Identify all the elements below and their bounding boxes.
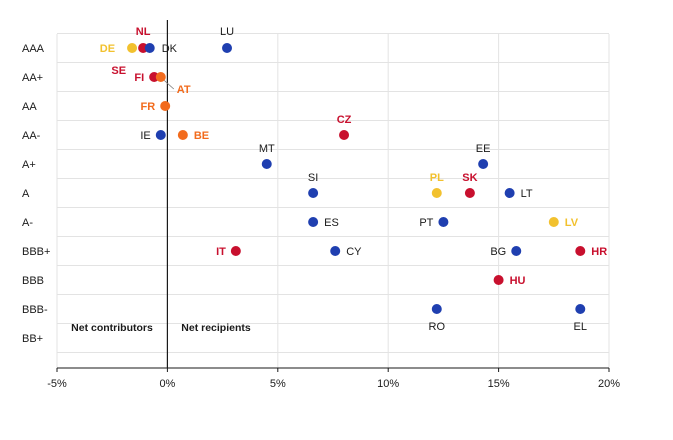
y-category-label: BB+ bbox=[22, 333, 43, 345]
point-ie bbox=[155, 130, 166, 140]
point-hr bbox=[575, 246, 586, 256]
y-category-label: A- bbox=[22, 217, 33, 229]
point-label-fi: FI bbox=[134, 72, 144, 84]
point-label-es: ES bbox=[324, 217, 339, 229]
point-lv bbox=[548, 217, 559, 227]
point-labels: NL DE DK LU SE FI AT FR IE BE CZ MT EE SI PL SK LT ES PT LV… bbox=[100, 26, 607, 333]
point-label-se: SE bbox=[111, 65, 126, 77]
point-cz bbox=[339, 130, 350, 140]
y-category-label: AA bbox=[22, 101, 37, 113]
point-de bbox=[127, 43, 138, 53]
point-label-pt: PT bbox=[419, 217, 433, 229]
y-category-label: AAA bbox=[22, 43, 45, 55]
point-at bbox=[155, 72, 166, 82]
point-label-hu: HU bbox=[510, 275, 526, 287]
x-tick-label: 5% bbox=[270, 378, 286, 390]
point-label-be: BE bbox=[194, 130, 209, 142]
zone-labels: Net contributors Net recipients bbox=[71, 322, 251, 334]
point-es bbox=[308, 217, 319, 227]
point-label-lt: LT bbox=[521, 188, 533, 200]
point-label-lv: LV bbox=[565, 217, 579, 229]
point-label-cy: CY bbox=[346, 246, 362, 258]
point-fr bbox=[160, 101, 171, 111]
point-hu bbox=[493, 275, 504, 285]
y-category-label: A+ bbox=[22, 159, 36, 171]
x-tick-label: -5% bbox=[47, 378, 67, 390]
point-label-pl: PL bbox=[430, 172, 444, 184]
x-tick-label: 10% bbox=[377, 378, 399, 390]
x-tick-label: 20% bbox=[598, 378, 620, 390]
point-el bbox=[575, 304, 586, 314]
point-label-nl: NL bbox=[136, 26, 151, 38]
point-label-sk: SK bbox=[462, 172, 477, 184]
axes: -5% 0% 5% 10% 15% 20%AAAAA+AAAA-A+AA-BBB+BBBB… bbox=[22, 20, 620, 390]
point-bg bbox=[511, 246, 522, 256]
point-label-mt: MT bbox=[259, 143, 275, 155]
data-points bbox=[127, 43, 586, 314]
point-sk bbox=[464, 188, 475, 198]
zone-label-left: Net contributors bbox=[71, 322, 153, 334]
y-category-label: AA+ bbox=[22, 72, 43, 84]
point-label-ro: RO bbox=[429, 321, 446, 333]
point-dk bbox=[144, 43, 155, 53]
point-lt bbox=[504, 188, 515, 198]
leader-lines bbox=[163, 79, 175, 90]
point-label-lu: LU bbox=[220, 26, 234, 38]
point-it bbox=[230, 246, 241, 256]
point-si bbox=[308, 188, 319, 198]
point-label-ee: EE bbox=[476, 143, 491, 155]
point-label-si: SI bbox=[308, 172, 318, 184]
x-tick-label: 0% bbox=[159, 378, 175, 390]
grid-lines bbox=[56, 33, 610, 368]
y-category-label: BBB+ bbox=[22, 246, 50, 258]
leader-line-at bbox=[163, 79, 175, 90]
y-category-label: A bbox=[22, 188, 30, 200]
point-label-at: AT bbox=[177, 84, 191, 96]
y-category-label: AA- bbox=[22, 130, 41, 142]
point-ee bbox=[478, 159, 489, 169]
point-cy bbox=[330, 246, 341, 256]
point-label-dk: DK bbox=[162, 43, 178, 55]
x-tick-label: 15% bbox=[488, 378, 510, 390]
point-label-el: EL bbox=[574, 321, 587, 333]
point-mt bbox=[261, 159, 272, 169]
point-label-cz: CZ bbox=[337, 114, 352, 126]
point-be bbox=[177, 130, 188, 140]
y-category-label: BBB- bbox=[22, 304, 48, 316]
point-label-bg: BG bbox=[490, 246, 506, 258]
point-lu bbox=[222, 43, 233, 53]
point-pt bbox=[438, 217, 449, 227]
point-ro bbox=[431, 304, 442, 314]
point-label-fr: FR bbox=[141, 101, 156, 113]
point-label-hr: HR bbox=[591, 246, 607, 258]
point-label-it: IT bbox=[216, 246, 226, 258]
zone-label-right: Net recipients bbox=[181, 322, 251, 334]
y-category-label: BBB bbox=[22, 275, 44, 287]
point-label-de: DE bbox=[100, 43, 115, 55]
point-pl bbox=[431, 188, 442, 198]
point-label-ie: IE bbox=[140, 130, 150, 142]
